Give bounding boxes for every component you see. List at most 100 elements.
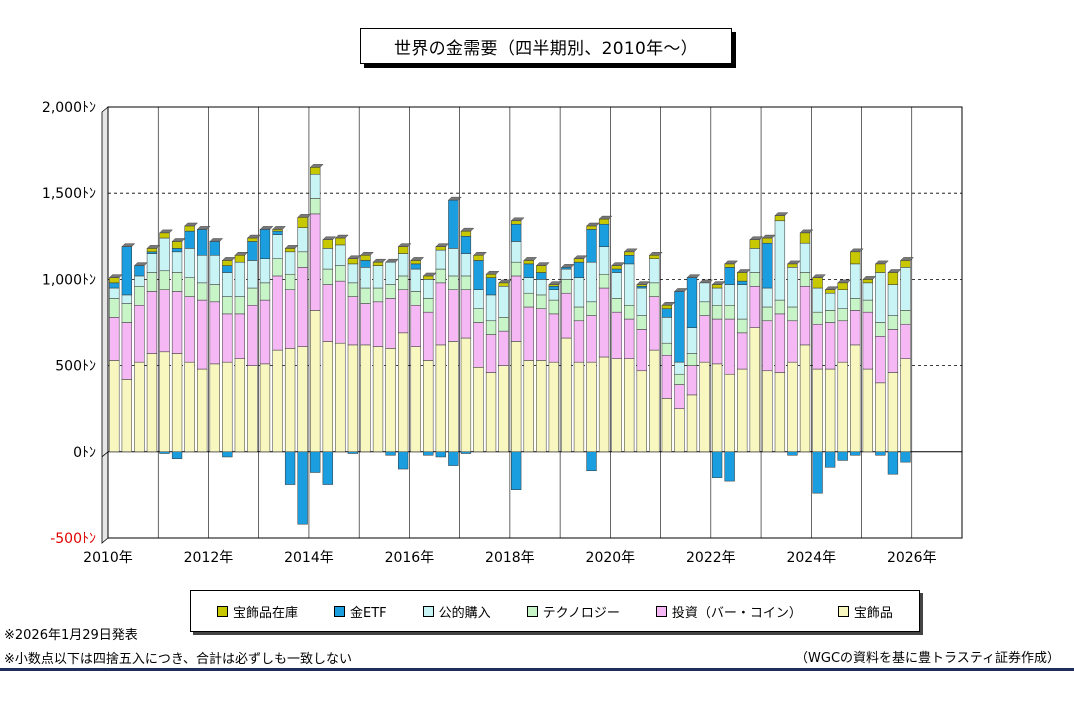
bar-segment [322,341,333,453]
bar-segment [799,272,811,287]
bar-segment [774,372,786,453]
bar-segment [347,263,359,284]
bar-segment [624,358,635,453]
bar-segment [598,223,610,247]
bar-segment [234,358,246,453]
bar-segment [686,394,698,453]
bar-top-cap [648,252,663,256]
bar-segment [523,277,534,294]
bar-top-cap [874,260,889,265]
bar-segment [159,237,170,272]
bar-top-cap [334,234,349,239]
bar-segment [448,341,459,453]
bar-segment-negative [511,451,522,490]
bar-segment [774,299,786,315]
bar-segment [862,279,873,284]
bar-segment [247,365,258,453]
bar-segment [335,342,346,453]
bar-segment [548,361,559,453]
bar-segment [360,267,371,289]
bar-segment-negative [297,451,308,525]
y-tick-label: 2,000ﾄﾝ [42,100,96,116]
bar-segment [485,294,497,322]
bar-top-cap [272,226,286,230]
bar-segment [711,305,723,320]
bar-top-cap [159,229,173,234]
bar-segment [385,284,396,299]
bar-segment [774,220,786,301]
bar-segment [661,317,673,344]
bar-segment [598,356,610,453]
bar-segment [649,349,660,453]
bar-segment [360,303,371,346]
bar-top-cap [259,226,274,230]
bar-segment [473,367,484,453]
bar-segment-negative [222,451,233,458]
bar-segment [573,277,585,308]
bar-segment [372,346,384,453]
bar-segment [812,277,823,289]
bar-segment [586,225,597,230]
bar-segment [661,308,673,318]
y-tick-label: 500ﾄﾝ [55,359,96,375]
bar-segment [397,253,409,277]
bar-segment [385,348,396,453]
source-note: （WGCの資料を基に豊トラスティ証券作成） [795,651,1060,666]
bar-segment [385,261,396,285]
bar-segment [824,322,836,370]
bar-segment [121,322,132,380]
legend-label: 宝飾品在庫 [233,605,299,621]
bar-segment [448,275,459,290]
bar-segment [548,284,559,287]
plot-side-wall [101,106,109,544]
legend-item-official-purchases: 公的購入 [422,602,491,621]
bar-segment [310,167,321,175]
bar-segment [498,365,509,453]
bar-segment [674,373,685,385]
bar-segment [762,287,773,308]
bar-segment [259,299,271,365]
bar-segment [573,306,585,322]
bar-top-cap [523,257,538,261]
bar-segment-negative [875,451,886,456]
legend-swatch [422,605,434,617]
bar-segment [824,289,836,294]
bar-segment [887,372,899,453]
bar-top-cap [699,279,713,284]
bar-segment [460,253,472,277]
bar-segment [536,279,547,296]
bar-segment [611,358,622,453]
bar-segment [259,363,271,453]
bar-segment [259,258,271,284]
bar-segment [862,299,873,313]
bar-segment [448,289,459,342]
bar-segment [310,213,321,311]
bar-segment-negative [711,451,723,478]
bar-segment [171,353,183,453]
bar-segment [624,263,635,306]
bar-segment-negative [385,451,396,456]
bar-segment [247,260,258,289]
y-tick-label: 1,000ﾄﾝ [42,272,96,288]
bar-segment [197,368,208,453]
bar-segment [573,361,585,453]
bar-segment [159,232,170,239]
bar-segment [737,332,748,370]
legend-label: テクノロジー [542,605,620,621]
stacked-bar-chart: -500ﾄﾝ 0ﾄﾝ 500ﾄﾝ 1,000ﾄﾝ 1,500ﾄﾝ 2,000ﾄﾝ 2010年… [42,100,963,566]
bar-segment-negative [322,451,333,485]
bar-top-cap [774,212,789,216]
bar-segment [423,298,434,313]
bar-segment [184,296,195,363]
bar-top-cap [460,227,475,232]
bar-segment [297,267,308,347]
bar-segment [209,363,220,453]
bar-segment [611,268,622,273]
bar-segment [674,291,685,363]
bar-segment-negative [159,451,170,454]
bar-segment [297,227,308,253]
bar-segment [335,244,346,266]
bar-segment [498,282,509,287]
bar-segment [234,255,246,263]
bar-segment [134,286,145,306]
